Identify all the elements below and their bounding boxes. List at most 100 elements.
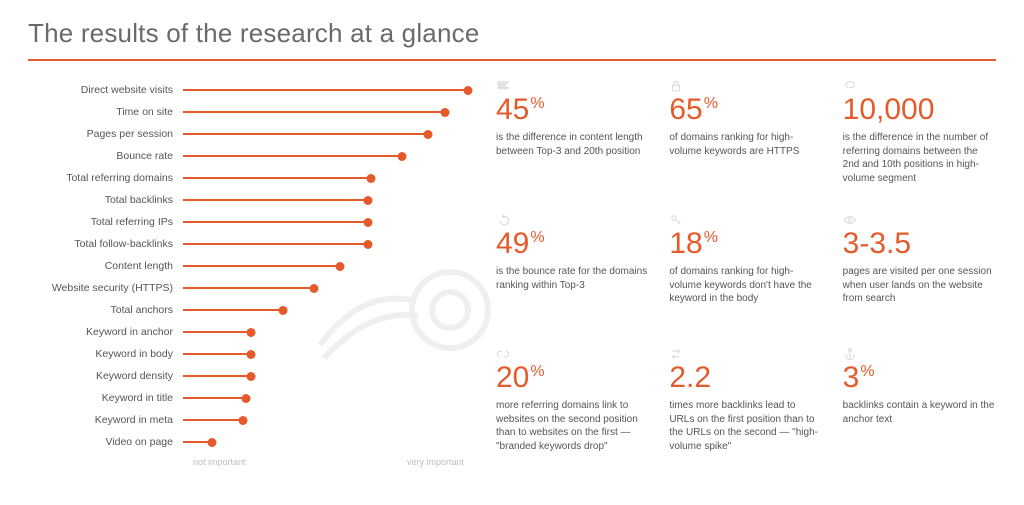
chart-row-track: [183, 309, 468, 311]
chart-row: Direct website visits: [28, 79, 468, 101]
stat-unit: %: [704, 96, 718, 112]
stat-value-line: 20%: [496, 363, 649, 393]
stat-card: 65%of domains ranking for high-volume ke…: [669, 79, 822, 199]
stat-value-line: 3-3.5: [843, 229, 996, 259]
back-icon: [496, 213, 649, 227]
stat-value-line: 45%: [496, 95, 649, 125]
chart-row-label: Keyword in meta: [28, 414, 183, 426]
stat-card: 3-3.5 pages are visited per one session w…: [843, 213, 996, 333]
chart-row-track: [183, 441, 468, 443]
chart-row-track: [183, 331, 468, 333]
stat-unit: %: [704, 230, 718, 246]
chart-row-dot: [241, 394, 250, 403]
chart-row-label: Video on page: [28, 436, 183, 448]
chart-row-dot: [364, 196, 373, 205]
title-divider: [28, 59, 996, 61]
axis-max-label: very important: [407, 457, 464, 467]
chart-row-track: [183, 111, 468, 113]
chart-row-dot: [247, 350, 256, 359]
chart-row-label: Content length: [28, 260, 183, 272]
chart-row-dot: [310, 284, 319, 293]
stats-grid: 45% is the difference in content length b…: [496, 79, 996, 467]
chart-row-label: Keyword in anchor: [28, 326, 183, 338]
stat-value: 65: [669, 95, 702, 125]
chart-row-line: [183, 221, 368, 223]
chart-row: Keyword in anchor: [28, 321, 468, 343]
content-area: Direct website visits Time on site Pages p…: [28, 79, 996, 467]
chart-row-label: Total follow-backlinks: [28, 238, 183, 250]
chart-row-label: Keyword in body: [28, 348, 183, 360]
chart-row-dot: [441, 108, 450, 117]
chart-row-label: Keyword in title: [28, 392, 183, 404]
chart-row-track: [183, 199, 468, 201]
chart-row-dot: [335, 262, 344, 271]
chart-row: Video on page: [28, 431, 468, 453]
anchor-icon: [843, 347, 996, 361]
stat-caption: pages are visited per one session when u…: [843, 265, 996, 306]
chart-row-dot: [247, 328, 256, 337]
text-icon: [496, 79, 649, 93]
stat-card: 45% is the difference in content length b…: [496, 79, 649, 199]
stat-card: 10,000is the difference in the number of…: [843, 79, 996, 199]
chart-row-track: [183, 287, 468, 289]
stat-caption: is the difference in content length betw…: [496, 131, 649, 158]
chart-row-line: [183, 287, 314, 289]
chart-row: Keyword in title: [28, 387, 468, 409]
stat-unit: %: [530, 230, 544, 246]
stat-value: 2.2: [669, 363, 711, 393]
chart-row-dot: [247, 372, 256, 381]
stat-value-line: 10,000: [843, 95, 996, 125]
stat-card: 3%backlinks contain a keyword in the anc…: [843, 347, 996, 467]
chart-row-track: [183, 133, 468, 135]
chart-row-line: [183, 375, 251, 377]
stat-value-line: 2.2: [669, 363, 822, 393]
chart-row: Time on site: [28, 101, 468, 123]
chart-row-dot: [207, 438, 216, 447]
stat-card: 49% is the bounce rate for the domains ra…: [496, 213, 649, 333]
chart-row-line: [183, 111, 445, 113]
chart-row: Total referring IPs: [28, 211, 468, 233]
stat-value: 18: [669, 229, 702, 259]
stat-caption: backlinks contain a keyword in the ancho…: [843, 399, 996, 426]
importance-chart: Direct website visits Time on site Pages p…: [28, 79, 468, 467]
chart-row-dot: [364, 218, 373, 227]
chart-row-track: [183, 177, 468, 179]
stat-value: 45: [496, 95, 529, 125]
chart-row-line: [183, 265, 340, 267]
chart-row-label: Time on site: [28, 106, 183, 118]
stat-value-line: 49%: [496, 229, 649, 259]
chart-row-track: [183, 265, 468, 267]
chart-row: Total referring domains: [28, 167, 468, 189]
stat-value: 10,000: [843, 95, 935, 125]
chart-row-label: Bounce rate: [28, 150, 183, 162]
stat-unit: %: [860, 364, 874, 380]
chart-row: Pages per session: [28, 123, 468, 145]
stat-value: 20: [496, 363, 529, 393]
chart-row-track: [183, 89, 468, 91]
stat-card: 18%of domains ranking for high-volume ke…: [669, 213, 822, 333]
axis-min-label: not important: [193, 457, 246, 467]
chart-axis: not important very important: [193, 457, 468, 467]
chart-row-label: Total referring domains: [28, 172, 183, 184]
chart-row-label: Keyword density: [28, 370, 183, 382]
chart-row-line: [183, 89, 468, 91]
eye-icon: [843, 213, 996, 227]
chart-row: Total follow-backlinks: [28, 233, 468, 255]
chart-row: Website security (HTTPS): [28, 277, 468, 299]
chart-row-track: [183, 155, 468, 157]
chart-row-line: [183, 353, 251, 355]
chart-row-label: Pages per session: [28, 128, 183, 140]
chart-row-label: Total referring IPs: [28, 216, 183, 228]
chart-row-dot: [464, 86, 473, 95]
stat-unit: %: [530, 364, 544, 380]
stat-caption: is the bounce rate for the domains ranki…: [496, 265, 649, 292]
chart-row-dot: [238, 416, 247, 425]
stat-card: 2.2times more backlinks lead to URLs on …: [669, 347, 822, 467]
stat-unit: %: [530, 96, 544, 112]
chart-row-track: [183, 353, 468, 355]
chart-row-line: [183, 419, 243, 421]
chart-row: Keyword in meta: [28, 409, 468, 431]
chart-row-track: [183, 221, 468, 223]
chart-row-track: [183, 397, 468, 399]
chart-row-dot: [367, 174, 376, 183]
